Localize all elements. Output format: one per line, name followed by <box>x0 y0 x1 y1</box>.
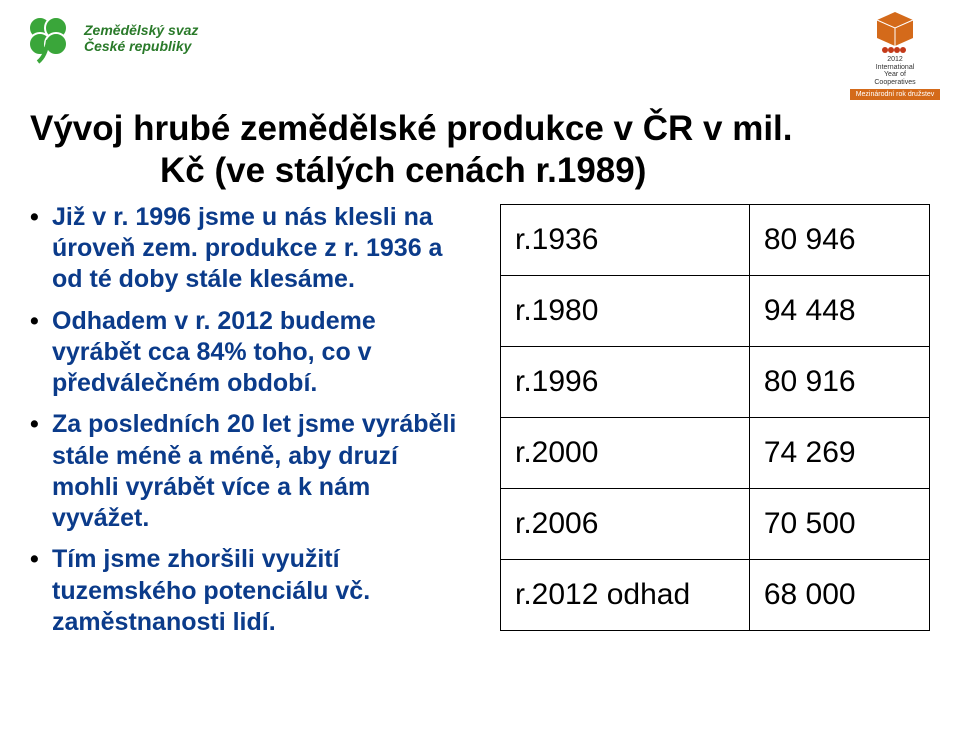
header-row: Zemědělský svaz České republiky 2012 Int… <box>0 0 960 100</box>
title-line2: Kč (ve stálých cenách r.1989) <box>30 150 930 192</box>
table-cell-year: r.1980 <box>501 275 750 346</box>
logo-right: 2012 International Year of Cooperatives … <box>850 10 940 100</box>
bullet-item: Tím jsme zhoršili využití tuzemského pot… <box>30 544 470 638</box>
bullet-item: Již v r. 1996 jsme u nás klesli na úrove… <box>30 202 470 296</box>
cube-icon <box>873 10 917 54</box>
table-cell-value: 68 000 <box>749 559 929 630</box>
bullet-item: Za posledních 20 let jsme vyráběli stále… <box>30 409 470 534</box>
logo-right-bar: Mezinárodní rok družstev <box>850 89 940 100</box>
table-cell-value: 80 946 <box>749 204 929 275</box>
table-row: r.2000 74 269 <box>501 417 930 488</box>
table-row: r.2006 70 500 <box>501 488 930 559</box>
logo-left-line2: České republiky <box>84 38 198 54</box>
bullet-item: Odhadem v r. 2012 budeme vyrábět cca 84%… <box>30 306 470 400</box>
table-cell-value: 94 448 <box>749 275 929 346</box>
table-cell-year: r.2006 <box>501 488 750 559</box>
table-cell-year: r.2000 <box>501 417 750 488</box>
table-cell-value: 74 269 <box>749 417 929 488</box>
logo-left: Zemědělský svaz České republiky <box>20 10 198 66</box>
logo-right-label: 2012 International Year of Cooperatives <box>874 56 915 87</box>
logo-right-label-2: International <box>876 64 915 71</box>
data-table-wrap: r.1936 80 946 r.1980 94 448 r.1996 80 91… <box>500 198 930 648</box>
table-row: r.1936 80 946 <box>501 204 930 275</box>
bullet-list: Již v r. 1996 jsme u nás klesli na úrove… <box>30 198 470 648</box>
clover-icon <box>20 10 76 66</box>
table-cell-year: r.1996 <box>501 346 750 417</box>
table-cell-year: r.2012 odhad <box>501 559 750 630</box>
data-table: r.1936 80 946 r.1980 94 448 r.1996 80 91… <box>500 204 930 631</box>
table-row: r.1996 80 916 <box>501 346 930 417</box>
logo-left-line1: Zemědělský svaz <box>84 22 198 38</box>
table-cell-value: 80 916 <box>749 346 929 417</box>
logo-right-label-3: Year of <box>884 71 906 78</box>
slide-title: Vývoj hrubé zemědělské produkce v ČR v m… <box>0 100 960 192</box>
table-row: r.1980 94 448 <box>501 275 930 346</box>
table-cell-year: r.1936 <box>501 204 750 275</box>
content-row: Již v r. 1996 jsme u nás klesli na úrove… <box>0 192 960 648</box>
table-cell-value: 70 500 <box>749 488 929 559</box>
title-line1: Vývoj hrubé zemědělské produkce v ČR v m… <box>30 109 793 148</box>
logo-right-label-1: 2012 <box>887 56 903 63</box>
logo-right-label-4: Cooperatives <box>874 79 915 86</box>
table-row: r.2012 odhad 68 000 <box>501 559 930 630</box>
logo-left-text: Zemědělský svaz České republiky <box>84 22 198 54</box>
